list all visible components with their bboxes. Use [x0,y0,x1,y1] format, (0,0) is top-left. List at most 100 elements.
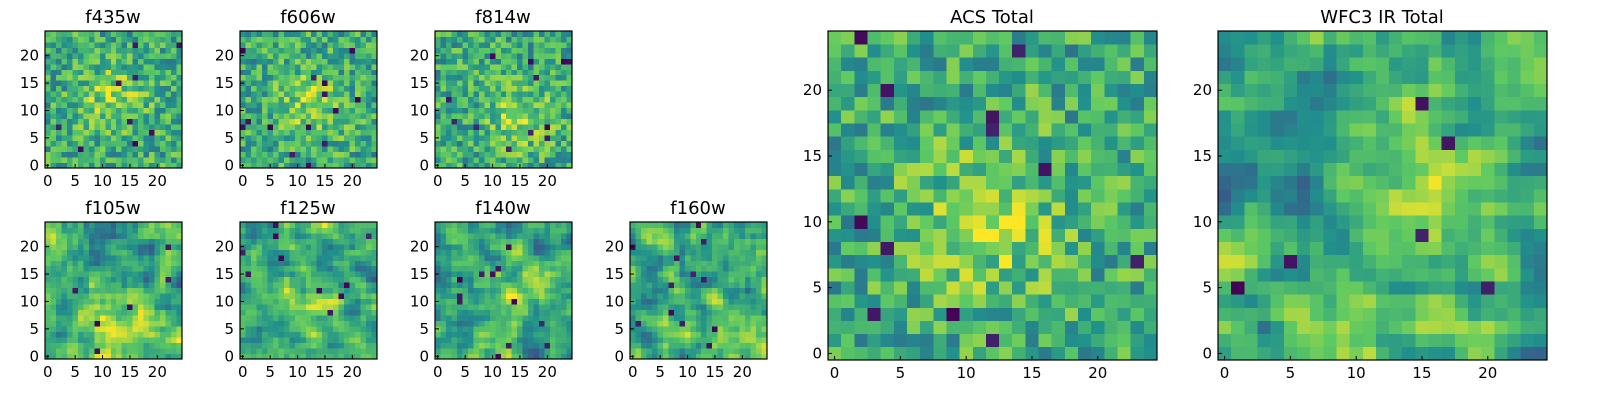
heatmap-cell [250,238,257,245]
heatmap-cell [706,282,713,289]
heatmap-cell [506,337,513,343]
heatmap-cell [50,63,57,70]
heatmap-cell [256,85,263,92]
heatmap-cell [160,124,166,131]
heatmap-cell [316,232,323,239]
heatmap-cell [528,162,535,169]
heatmap-cell [517,102,524,109]
heatmap-cell [495,260,502,267]
heatmap-cell [555,287,562,294]
heatmap-cell [440,151,447,158]
heatmap-cell [289,337,296,343]
heatmap-cell [933,162,947,177]
heatmap-cell [473,249,480,256]
heatmap-cell [160,69,166,76]
heatmap-cell [712,260,719,267]
heatmap-cell [154,348,161,354]
heatmap-cell [176,271,183,278]
heatmap-cell [371,309,378,316]
heatmap-cell [906,267,921,282]
heatmap-cell [61,129,68,136]
heatmap-cell [138,222,145,228]
heatmap-cell [528,265,535,272]
heatmap-cell [651,287,658,294]
heatmap-cell [371,271,378,278]
heatmap-cell [338,249,345,256]
heatmap-cell [484,58,491,65]
heatmap-cell [640,348,647,354]
heatmap-cell [662,293,669,300]
heatmap-cell [734,271,740,278]
heatmap-cell [121,315,128,322]
heatmap-cell [841,215,855,229]
heatmap-cell [495,243,502,250]
heatmap-cell [668,309,675,316]
heatmap-cell [555,326,562,332]
heatmap-cell [245,309,252,316]
heatmap-cell [456,36,463,43]
heatmap-cell [456,320,463,327]
heatmap-cell [45,265,51,272]
heatmap-cell [66,227,73,234]
heatmap-cell [495,331,502,338]
heatmap-cell [272,74,279,81]
heatmap-cell [880,123,895,137]
heatmap-cell [55,265,62,272]
heatmap-cell [1038,346,1053,361]
heatmap-cell [478,232,485,239]
heatmap-cell [338,331,345,338]
heatmap-cell [445,52,452,59]
heatmap-cell [66,282,73,289]
heatmap-cell [294,309,301,316]
heatmap-cell [630,309,636,316]
heatmap-cell [495,232,502,239]
heatmap-cell [701,298,708,305]
heatmap-cell [946,320,960,335]
heatmap-cell [154,107,161,114]
heatmap-cell [250,135,257,141]
heatmap-cell [105,282,112,289]
heatmap-cell [154,47,161,54]
heatmap-cell [366,102,372,109]
heatmap-cell [77,238,84,245]
heatmap-cell [1130,202,1145,216]
heatmap-cell [522,320,529,327]
heatmap-cell [1038,254,1053,269]
heatmap-cell [533,337,540,343]
heatmap-cell [555,243,562,250]
heatmap-cell [528,348,535,354]
heatmap-cell [495,135,502,141]
y-tick-label: 20 [215,238,234,256]
heatmap-cell [679,222,686,228]
heatmap-cell [250,282,257,289]
heatmap-cell [867,320,882,335]
heatmap-cell [854,149,868,163]
heatmap-cell [250,304,257,311]
heatmap-cell [1078,188,1092,203]
heatmap-cell [61,222,68,228]
heatmap-cell [668,348,675,354]
heatmap-cell [176,151,183,158]
heatmap-cell [662,282,669,289]
heatmap-cell [533,113,540,120]
heatmap-cell [893,320,908,335]
heatmap-cell [250,342,257,349]
heatmap-cell [646,304,653,311]
heatmap-cell [972,267,987,282]
heatmap-cell [734,249,740,256]
heatmap-cell [473,31,480,37]
heatmap-cell [316,162,323,169]
heatmap-cell [250,162,257,169]
heatmap-cell [473,271,480,278]
heatmap-cell [50,309,57,316]
heatmap-cell [893,294,908,308]
heatmap-cell [327,118,334,125]
heatmap-cell [484,320,491,327]
heatmap-cell [77,276,84,283]
heatmap-cell [88,298,95,305]
heatmap-cell [278,243,285,250]
heatmap-cell [322,331,329,338]
heatmap-cell [673,254,680,261]
heatmap-cell [550,74,556,81]
heatmap-cell [154,113,161,120]
